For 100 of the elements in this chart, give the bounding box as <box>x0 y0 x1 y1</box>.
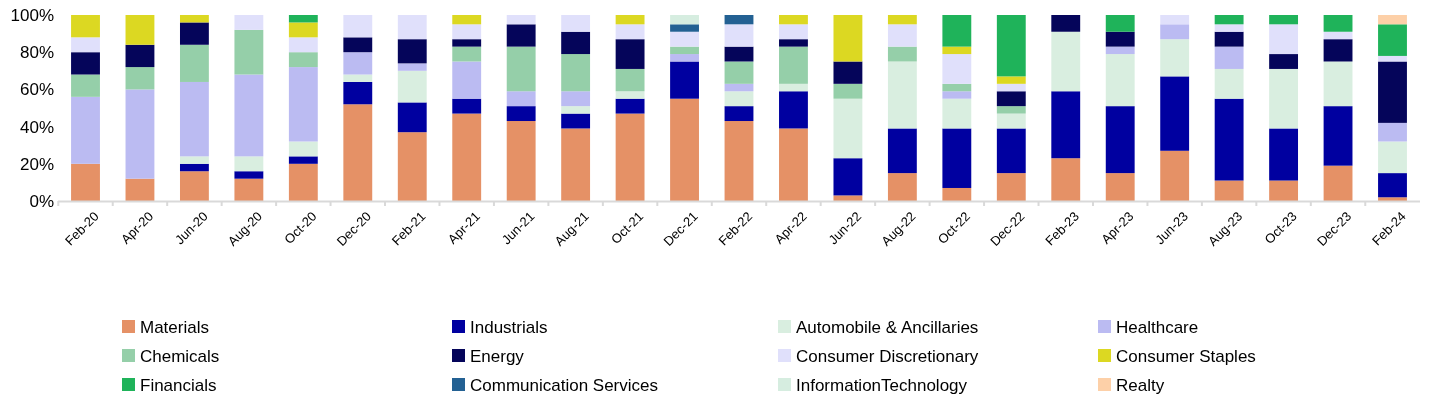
bar <box>1214 98 1244 181</box>
bar <box>288 22 318 38</box>
bar <box>1269 68 1299 129</box>
bar <box>615 91 645 99</box>
bar <box>942 54 972 84</box>
bar <box>615 15 645 25</box>
bar <box>615 39 645 69</box>
bar <box>179 81 209 157</box>
bar <box>1105 106 1135 174</box>
bar <box>71 96 100 164</box>
bar <box>561 106 591 114</box>
bar <box>343 104 373 201</box>
legend-label: InformationTechnology <box>796 375 968 395</box>
bar <box>670 54 699 62</box>
bar <box>1323 15 1353 32</box>
bar <box>397 15 427 40</box>
bar <box>1378 141 1407 174</box>
bar <box>1051 31 1081 92</box>
bar <box>670 24 699 32</box>
bar <box>1214 68 1244 99</box>
bar <box>179 171 209 201</box>
bar <box>234 178 264 201</box>
legend-label: Energy <box>470 346 525 366</box>
legend-label: Consumer Discretionary <box>796 346 979 366</box>
bar <box>615 24 645 40</box>
bar <box>234 15 264 30</box>
legend-label: Communication Services <box>470 375 659 395</box>
bar <box>1214 46 1244 69</box>
bar <box>561 54 591 92</box>
bar <box>942 15 972 47</box>
bar <box>670 31 699 47</box>
bar <box>833 98 863 159</box>
bar <box>1378 15 1407 25</box>
bar <box>887 173 917 201</box>
bar <box>288 141 318 157</box>
bar <box>288 163 318 201</box>
bar <box>1214 31 1244 47</box>
bar <box>724 91 754 107</box>
legend-label: Financials <box>140 375 217 395</box>
bar <box>1214 24 1244 32</box>
bar <box>779 91 808 129</box>
bar <box>125 67 155 90</box>
bar <box>1269 24 1299 55</box>
bar <box>1378 173 1407 198</box>
bar <box>343 74 373 82</box>
bar <box>833 83 863 99</box>
bar <box>397 70 427 103</box>
bar <box>561 113 591 129</box>
bar <box>343 15 373 38</box>
legend-label: Healthcare <box>1116 317 1199 337</box>
bar <box>506 106 536 122</box>
bar <box>779 39 808 47</box>
bar <box>343 81 373 105</box>
bar <box>1269 15 1299 25</box>
bar <box>833 158 863 196</box>
bar <box>1051 15 1081 32</box>
bar <box>779 83 808 92</box>
bar <box>724 15 754 25</box>
bar <box>1160 24 1190 40</box>
bar <box>452 15 482 25</box>
bar <box>1269 54 1299 69</box>
y-tick-label: 20% <box>19 154 54 174</box>
bar <box>397 63 427 71</box>
bar <box>942 46 972 55</box>
bar <box>561 15 591 32</box>
bar <box>1105 173 1135 201</box>
bar <box>288 15 318 23</box>
bar <box>234 156 264 172</box>
bar <box>1323 61 1353 107</box>
bar <box>1160 15 1190 25</box>
bar <box>833 61 863 84</box>
bar <box>452 98 482 114</box>
bar <box>1214 180 1244 201</box>
bar <box>615 113 645 201</box>
bar <box>887 46 917 62</box>
bar <box>179 15 209 23</box>
bar <box>452 61 482 99</box>
bar <box>942 187 972 201</box>
bar <box>179 44 209 82</box>
bar <box>125 178 155 201</box>
bar <box>670 61 699 99</box>
bar <box>397 102 427 133</box>
bar <box>942 98 972 129</box>
y-tick-label: 100% <box>10 5 54 25</box>
bar <box>288 156 318 164</box>
bar <box>506 91 536 107</box>
bar <box>1378 55 1407 62</box>
bar <box>179 22 209 45</box>
bar <box>1323 31 1353 40</box>
bar <box>125 44 155 68</box>
bar <box>1105 46 1135 55</box>
bar <box>670 46 699 55</box>
bar <box>179 156 209 164</box>
bar <box>996 76 1026 84</box>
y-tick-label: 80% <box>19 43 54 63</box>
bar <box>561 31 591 55</box>
bar <box>452 46 482 62</box>
bar <box>942 128 972 188</box>
bar <box>1214 15 1244 25</box>
bar <box>996 15 1026 77</box>
